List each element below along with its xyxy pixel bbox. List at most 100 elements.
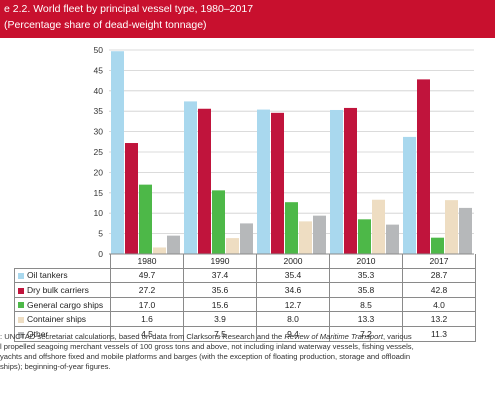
source-note: : UNCTAD secretariat calculations, based… — [0, 332, 493, 372]
legend-entry: Container ships — [14, 311, 111, 327]
y-tick-label: 5 — [98, 229, 103, 239]
bar-oil-tankers-2010 — [330, 109, 343, 254]
bar-container-ships-1990 — [226, 238, 239, 254]
bar-other-2017 — [459, 207, 472, 254]
bar-container-ships-2010 — [372, 199, 385, 254]
bar-dry-bulk-carriers-2000 — [271, 112, 284, 254]
table-row: Oil tankers 49.7 37.4 35.4 35.3 28.7 — [14, 267, 476, 284]
data-label: 12.7 — [256, 296, 330, 313]
data-label: 9.4 — [256, 325, 330, 342]
legend-label: Container ships — [27, 314, 87, 325]
bar-container-ships-2000 — [299, 221, 312, 254]
data-label: 3.9 — [183, 311, 257, 327]
legend-label: Other — [27, 328, 49, 339]
data-label: 13.3 — [329, 311, 403, 327]
data-label: 35.4 — [256, 267, 330, 284]
bar-dry-bulk-carriers-2010 — [344, 107, 357, 254]
bar-dry-bulk-carriers-1980 — [125, 143, 138, 254]
bar-oil-tankers-2017 — [403, 136, 416, 254]
legend-label: General cargo ships — [27, 299, 104, 310]
legend-swatch — [18, 287, 24, 294]
bar-other-2000 — [313, 215, 326, 254]
y-tick-label: 45 — [94, 65, 104, 75]
figure-header: e 2.2. World fleet by principal vessel t… — [0, 0, 495, 38]
data-label: 4.5 — [110, 325, 184, 342]
bar-container-ships-2017 — [445, 200, 458, 254]
y-tick-label: 50 — [94, 45, 104, 55]
gridlines — [109, 49, 474, 255]
data-label: 17.0 — [110, 296, 184, 313]
data-label: 8.5 — [329, 296, 403, 313]
bar-general-cargo-ships-1990 — [212, 190, 225, 254]
x-tick-label: 2000 — [256, 254, 330, 269]
data-label: 28.7 — [402, 267, 476, 284]
legend-entry: Dry bulk carriers — [14, 282, 111, 298]
bar-general-cargo-ships-2010 — [358, 219, 371, 254]
legend-label: Oil tankers — [27, 270, 68, 281]
x-tick-label: 2010 — [329, 254, 403, 269]
bar-other-2010 — [386, 224, 399, 254]
legend-entry: Oil tankers — [14, 267, 111, 284]
y-tick-label: 25 — [94, 147, 104, 157]
bar-oil-tankers-1980 — [111, 51, 124, 254]
y-tick-label: 15 — [94, 188, 104, 198]
table-row: Dry bulk carriers 27.2 35.6 34.6 35.8 42.8 — [14, 282, 476, 298]
bar-general-cargo-ships-1980 — [139, 184, 152, 254]
bar-dry-bulk-carriers-1990 — [198, 108, 211, 254]
data-table: 1980 1990 2000 2010 2017 Oil tankers 49.7 37.4… — [14, 254, 476, 342]
note-line-3: yachts and offshore fixed and mobile pla… — [0, 352, 411, 361]
data-label: 4.0 — [402, 296, 476, 313]
bar-general-cargo-ships-2017 — [431, 237, 444, 254]
bar-dry-bulk-carriers-2017 — [417, 79, 430, 254]
data-label: 35.3 — [329, 267, 403, 284]
note-line-1: : UNCTAD secretariat calculations, based… — [0, 332, 493, 342]
y-tick-label: 30 — [94, 127, 104, 137]
bar-chart: 0 5 10 15 20 25 30 35 40 45 50 — [0, 38, 495, 260]
data-label: 35.6 — [183, 282, 257, 298]
table-row: General cargo ships 17.0 15.6 12.7 8.5 4.0 — [14, 296, 476, 313]
data-label: 35.8 — [329, 282, 403, 298]
data-label: 27.2 — [110, 282, 184, 298]
legend-swatch — [18, 331, 24, 338]
legend-label: Dry bulk carriers — [27, 284, 89, 295]
data-label: 42.8 — [402, 282, 476, 298]
legend-entry: General cargo ships — [14, 296, 111, 313]
y-tick-label: 20 — [94, 167, 104, 177]
data-label: 8.0 — [256, 311, 330, 327]
bar-other-1980 — [167, 235, 180, 254]
legend-swatch — [18, 273, 24, 280]
note-line-4: ships); beginning-of-year figures. — [0, 362, 111, 371]
data-label: 34.6 — [256, 282, 330, 298]
bar-container-ships-1980 — [153, 247, 166, 254]
y-tick-label: 10 — [94, 208, 104, 218]
note-text: : UNCTAD secretariat calculations, based… — [0, 332, 285, 341]
data-label: 15.6 — [183, 296, 257, 313]
x-tick-label: 2017 — [402, 254, 476, 269]
legend-swatch — [18, 302, 24, 309]
bar-oil-tankers-2000 — [257, 109, 270, 255]
table-corner — [14, 254, 111, 269]
figure-subtitle: (Percentage share of dead-weight tonnage… — [4, 19, 207, 31]
data-label: 49.7 — [110, 267, 184, 284]
x-tick-label: 1980 — [110, 254, 184, 269]
note-italic: Review of Maritime Transport — [284, 332, 383, 341]
y-tick-label: 40 — [94, 86, 104, 96]
table-header-row: 1980 1990 2000 2010 2017 — [14, 254, 476, 269]
data-label: 11.3 — [402, 325, 476, 342]
legend-swatch — [18, 316, 24, 323]
table-row: Container ships 1.6 3.9 8.0 13.3 13.2 — [14, 311, 476, 327]
y-tick-label: 35 — [94, 106, 104, 116]
figure-title: e 2.2. World fleet by principal vessel t… — [4, 3, 254, 15]
data-label: 13.2 — [402, 311, 476, 327]
note-text: , various — [382, 332, 412, 341]
legend-entry: Other — [14, 325, 111, 342]
note-line-2: l propelled seagoing merchant vessels of… — [0, 342, 414, 351]
data-label: 37.4 — [183, 267, 257, 284]
table-row: Other 4.5 7.5 9.4 7.2 11.3 — [14, 325, 476, 342]
bar-oil-tankers-1990 — [184, 101, 197, 254]
bar-other-1990 — [240, 223, 253, 254]
data-label: 1.6 — [110, 311, 184, 327]
x-tick-label: 1990 — [183, 254, 257, 269]
